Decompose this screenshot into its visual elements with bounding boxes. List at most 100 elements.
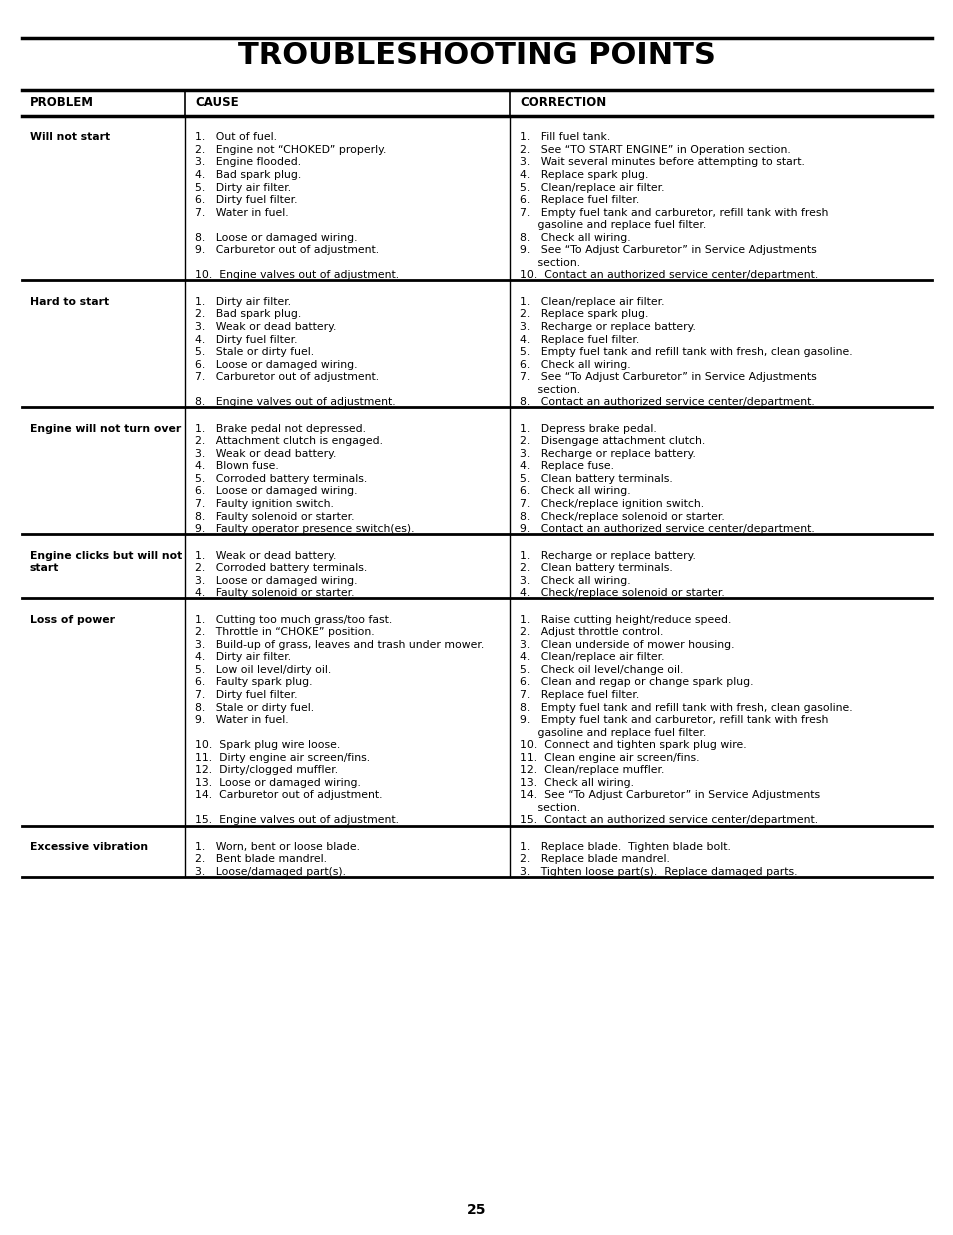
Text: 2.   See “TO START ENGINE” in Operation section.: 2. See “TO START ENGINE” in Operation se…: [519, 144, 790, 154]
Text: 5.   Low oil level/dirty oil.: 5. Low oil level/dirty oil.: [194, 664, 331, 674]
Text: 9.   See “To Adjust Carburetor” in Service Adjustments: 9. See “To Adjust Carburetor” in Service…: [519, 246, 816, 256]
Text: 5.   Clean/replace air filter.: 5. Clean/replace air filter.: [519, 183, 664, 193]
Text: 13.  Check all wiring.: 13. Check all wiring.: [519, 778, 634, 788]
Text: 11.  Dirty engine air screen/fins.: 11. Dirty engine air screen/fins.: [194, 752, 370, 763]
Text: 9.   Faulty operator presence switch(es).: 9. Faulty operator presence switch(es).: [194, 524, 414, 534]
Text: 4.   Faulty solenoid or starter.: 4. Faulty solenoid or starter.: [194, 588, 355, 598]
Text: 6.   Replace fuel filter.: 6. Replace fuel filter.: [519, 195, 639, 205]
Text: Excessive vibration: Excessive vibration: [30, 842, 148, 852]
Text: 3.   Wait several minutes before attempting to start.: 3. Wait several minutes before attemptin…: [519, 158, 804, 168]
Text: 3.   Tighten loose part(s).  Replace damaged parts.: 3. Tighten loose part(s). Replace damage…: [519, 867, 797, 877]
Text: 3.   Build-up of grass, leaves and trash under mower.: 3. Build-up of grass, leaves and trash u…: [194, 640, 484, 650]
Text: 3.   Weak or dead battery.: 3. Weak or dead battery.: [194, 448, 336, 459]
Text: 3.   Clean underside of mower housing.: 3. Clean underside of mower housing.: [519, 640, 734, 650]
Text: 2.   Replace blade mandrel.: 2. Replace blade mandrel.: [519, 855, 669, 864]
Text: 5.   Empty fuel tank and refill tank with fresh, clean gasoline.: 5. Empty fuel tank and refill tank with …: [519, 347, 852, 357]
Text: 8.   Empty fuel tank and refill tank with fresh, clean gasoline.: 8. Empty fuel tank and refill tank with …: [519, 703, 852, 713]
Text: 7.   Empty fuel tank and carburetor, refill tank with fresh: 7. Empty fuel tank and carburetor, refil…: [519, 207, 827, 217]
Text: 15.  Engine valves out of adjustment.: 15. Engine valves out of adjustment.: [194, 815, 398, 825]
Text: 6.   Loose or damaged wiring.: 6. Loose or damaged wiring.: [194, 359, 357, 369]
Text: 7.   Replace fuel filter.: 7. Replace fuel filter.: [519, 690, 639, 700]
Text: 8.   Stale or dirty fuel.: 8. Stale or dirty fuel.: [194, 703, 314, 713]
Text: 5.   Stale or dirty fuel.: 5. Stale or dirty fuel.: [194, 347, 314, 357]
Text: 5.   Clean battery terminals.: 5. Clean battery terminals.: [519, 474, 672, 484]
Text: 1.   Weak or dead battery.: 1. Weak or dead battery.: [194, 551, 336, 561]
Text: 5.   Dirty air filter.: 5. Dirty air filter.: [194, 183, 291, 193]
Text: Will not start: Will not start: [30, 132, 110, 142]
Text: 1.   Recharge or replace battery.: 1. Recharge or replace battery.: [519, 551, 695, 561]
Text: 1.   Worn, bent or loose blade.: 1. Worn, bent or loose blade.: [194, 842, 359, 852]
Text: 1.   Out of fuel.: 1. Out of fuel.: [194, 132, 276, 142]
Text: 2.   Engine not “CHOKED” properly.: 2. Engine not “CHOKED” properly.: [194, 144, 386, 154]
Text: Engine will not turn over: Engine will not turn over: [30, 424, 181, 433]
Text: section.: section.: [519, 258, 579, 268]
Text: 4.   Blown fuse.: 4. Blown fuse.: [194, 462, 278, 472]
Text: 7.   Check/replace ignition switch.: 7. Check/replace ignition switch.: [519, 499, 703, 509]
Text: TROUBLESHOOTING POINTS: TROUBLESHOOTING POINTS: [238, 41, 715, 70]
Text: section.: section.: [519, 384, 579, 395]
Text: 4.   Replace fuse.: 4. Replace fuse.: [519, 462, 614, 472]
Text: 4.   Check/replace solenoid or starter.: 4. Check/replace solenoid or starter.: [519, 588, 724, 598]
Text: 12.  Dirty/clogged muffler.: 12. Dirty/clogged muffler.: [194, 766, 337, 776]
Text: 3.   Recharge or replace battery.: 3. Recharge or replace battery.: [519, 448, 695, 459]
Text: 6.   Clean and regap or change spark plug.: 6. Clean and regap or change spark plug.: [519, 678, 753, 688]
Text: 8.   Loose or damaged wiring.: 8. Loose or damaged wiring.: [194, 232, 357, 243]
Text: Hard to start: Hard to start: [30, 296, 109, 306]
Text: 14.  Carburetor out of adjustment.: 14. Carburetor out of adjustment.: [194, 790, 382, 800]
Text: 8.   Engine valves out of adjustment.: 8. Engine valves out of adjustment.: [194, 398, 395, 408]
Text: 6.   Check all wiring.: 6. Check all wiring.: [519, 487, 630, 496]
Text: 1.   Cutting too much grass/too fast.: 1. Cutting too much grass/too fast.: [194, 615, 392, 625]
Text: Loss of power: Loss of power: [30, 615, 115, 625]
Text: 3.   Check all wiring.: 3. Check all wiring.: [519, 576, 630, 585]
Text: 7.   See “To Adjust Carburetor” in Service Adjustments: 7. See “To Adjust Carburetor” in Service…: [519, 372, 816, 382]
Text: 6.   Faulty spark plug.: 6. Faulty spark plug.: [194, 678, 313, 688]
Text: 3.   Engine flooded.: 3. Engine flooded.: [194, 158, 301, 168]
Text: gasoline and replace fuel filter.: gasoline and replace fuel filter.: [519, 220, 705, 230]
Text: 4.   Bad spark plug.: 4. Bad spark plug.: [194, 170, 301, 180]
Text: 2.   Disengage attachment clutch.: 2. Disengage attachment clutch.: [519, 436, 704, 446]
Text: CORRECTION: CORRECTION: [519, 96, 605, 110]
Text: 13.  Loose or damaged wiring.: 13. Loose or damaged wiring.: [194, 778, 360, 788]
Text: 6.   Check all wiring.: 6. Check all wiring.: [519, 359, 630, 369]
Text: 1.   Dirty air filter.: 1. Dirty air filter.: [194, 296, 291, 306]
Text: PROBLEM: PROBLEM: [30, 96, 94, 110]
Text: 3.   Weak or dead battery.: 3. Weak or dead battery.: [194, 322, 336, 332]
Text: 1.   Replace blade.  Tighten blade bolt.: 1. Replace blade. Tighten blade bolt.: [519, 842, 730, 852]
Text: 4.   Dirty fuel filter.: 4. Dirty fuel filter.: [194, 335, 297, 345]
Text: 7.   Water in fuel.: 7. Water in fuel.: [194, 207, 289, 217]
Text: 14.  See “To Adjust Carburetor” in Service Adjustments: 14. See “To Adjust Carburetor” in Servic…: [519, 790, 820, 800]
Text: 7.   Faulty ignition switch.: 7. Faulty ignition switch.: [194, 499, 334, 509]
Text: 9.   Empty fuel tank and carburetor, refill tank with fresh: 9. Empty fuel tank and carburetor, refil…: [519, 715, 827, 725]
Text: 9.   Carburetor out of adjustment.: 9. Carburetor out of adjustment.: [194, 246, 378, 256]
Text: 4.   Clean/replace air filter.: 4. Clean/replace air filter.: [519, 652, 664, 662]
Text: section.: section.: [519, 803, 579, 813]
Text: 4.   Dirty air filter.: 4. Dirty air filter.: [194, 652, 291, 662]
Text: 10.  Contact an authorized service center/department.: 10. Contact an authorized service center…: [519, 270, 818, 280]
Text: 9.   Contact an authorized service center/department.: 9. Contact an authorized service center/…: [519, 524, 814, 534]
Text: 10.  Connect and tighten spark plug wire.: 10. Connect and tighten spark plug wire.: [519, 740, 746, 750]
Text: 11.  Clean engine air screen/fins.: 11. Clean engine air screen/fins.: [519, 752, 699, 763]
Text: gasoline and replace fuel filter.: gasoline and replace fuel filter.: [519, 727, 705, 737]
Text: 2.   Bad spark plug.: 2. Bad spark plug.: [194, 310, 301, 320]
Text: 2.   Attachment clutch is engaged.: 2. Attachment clutch is engaged.: [194, 436, 382, 446]
Text: 25: 25: [467, 1203, 486, 1216]
Text: CAUSE: CAUSE: [194, 96, 238, 110]
Text: 1.   Depress brake pedal.: 1. Depress brake pedal.: [519, 424, 656, 433]
Text: 6.   Dirty fuel filter.: 6. Dirty fuel filter.: [194, 195, 297, 205]
Text: 2.   Adjust throttle control.: 2. Adjust throttle control.: [519, 627, 662, 637]
Text: 8.   Check/replace solenoid or starter.: 8. Check/replace solenoid or starter.: [519, 511, 724, 521]
Text: Engine clicks but will not
start: Engine clicks but will not start: [30, 551, 182, 573]
Text: 7.   Carburetor out of adjustment.: 7. Carburetor out of adjustment.: [194, 372, 378, 382]
Text: 8.   Faulty solenoid or starter.: 8. Faulty solenoid or starter.: [194, 511, 355, 521]
Text: 1.   Fill fuel tank.: 1. Fill fuel tank.: [519, 132, 610, 142]
Text: 1.   Brake pedal not depressed.: 1. Brake pedal not depressed.: [194, 424, 366, 433]
Text: 3.   Loose or damaged wiring.: 3. Loose or damaged wiring.: [194, 576, 357, 585]
Text: 2.   Corroded battery terminals.: 2. Corroded battery terminals.: [194, 563, 367, 573]
Text: 2.   Bent blade mandrel.: 2. Bent blade mandrel.: [194, 855, 327, 864]
Text: 5.   Check oil level/change oil.: 5. Check oil level/change oil.: [519, 664, 682, 674]
Text: 8.   Contact an authorized service center/department.: 8. Contact an authorized service center/…: [519, 398, 814, 408]
Text: 10.  Engine valves out of adjustment.: 10. Engine valves out of adjustment.: [194, 270, 398, 280]
Text: 3.   Loose/damaged part(s).: 3. Loose/damaged part(s).: [194, 867, 346, 877]
Text: 1.   Clean/replace air filter.: 1. Clean/replace air filter.: [519, 296, 664, 306]
Text: 6.   Loose or damaged wiring.: 6. Loose or damaged wiring.: [194, 487, 357, 496]
